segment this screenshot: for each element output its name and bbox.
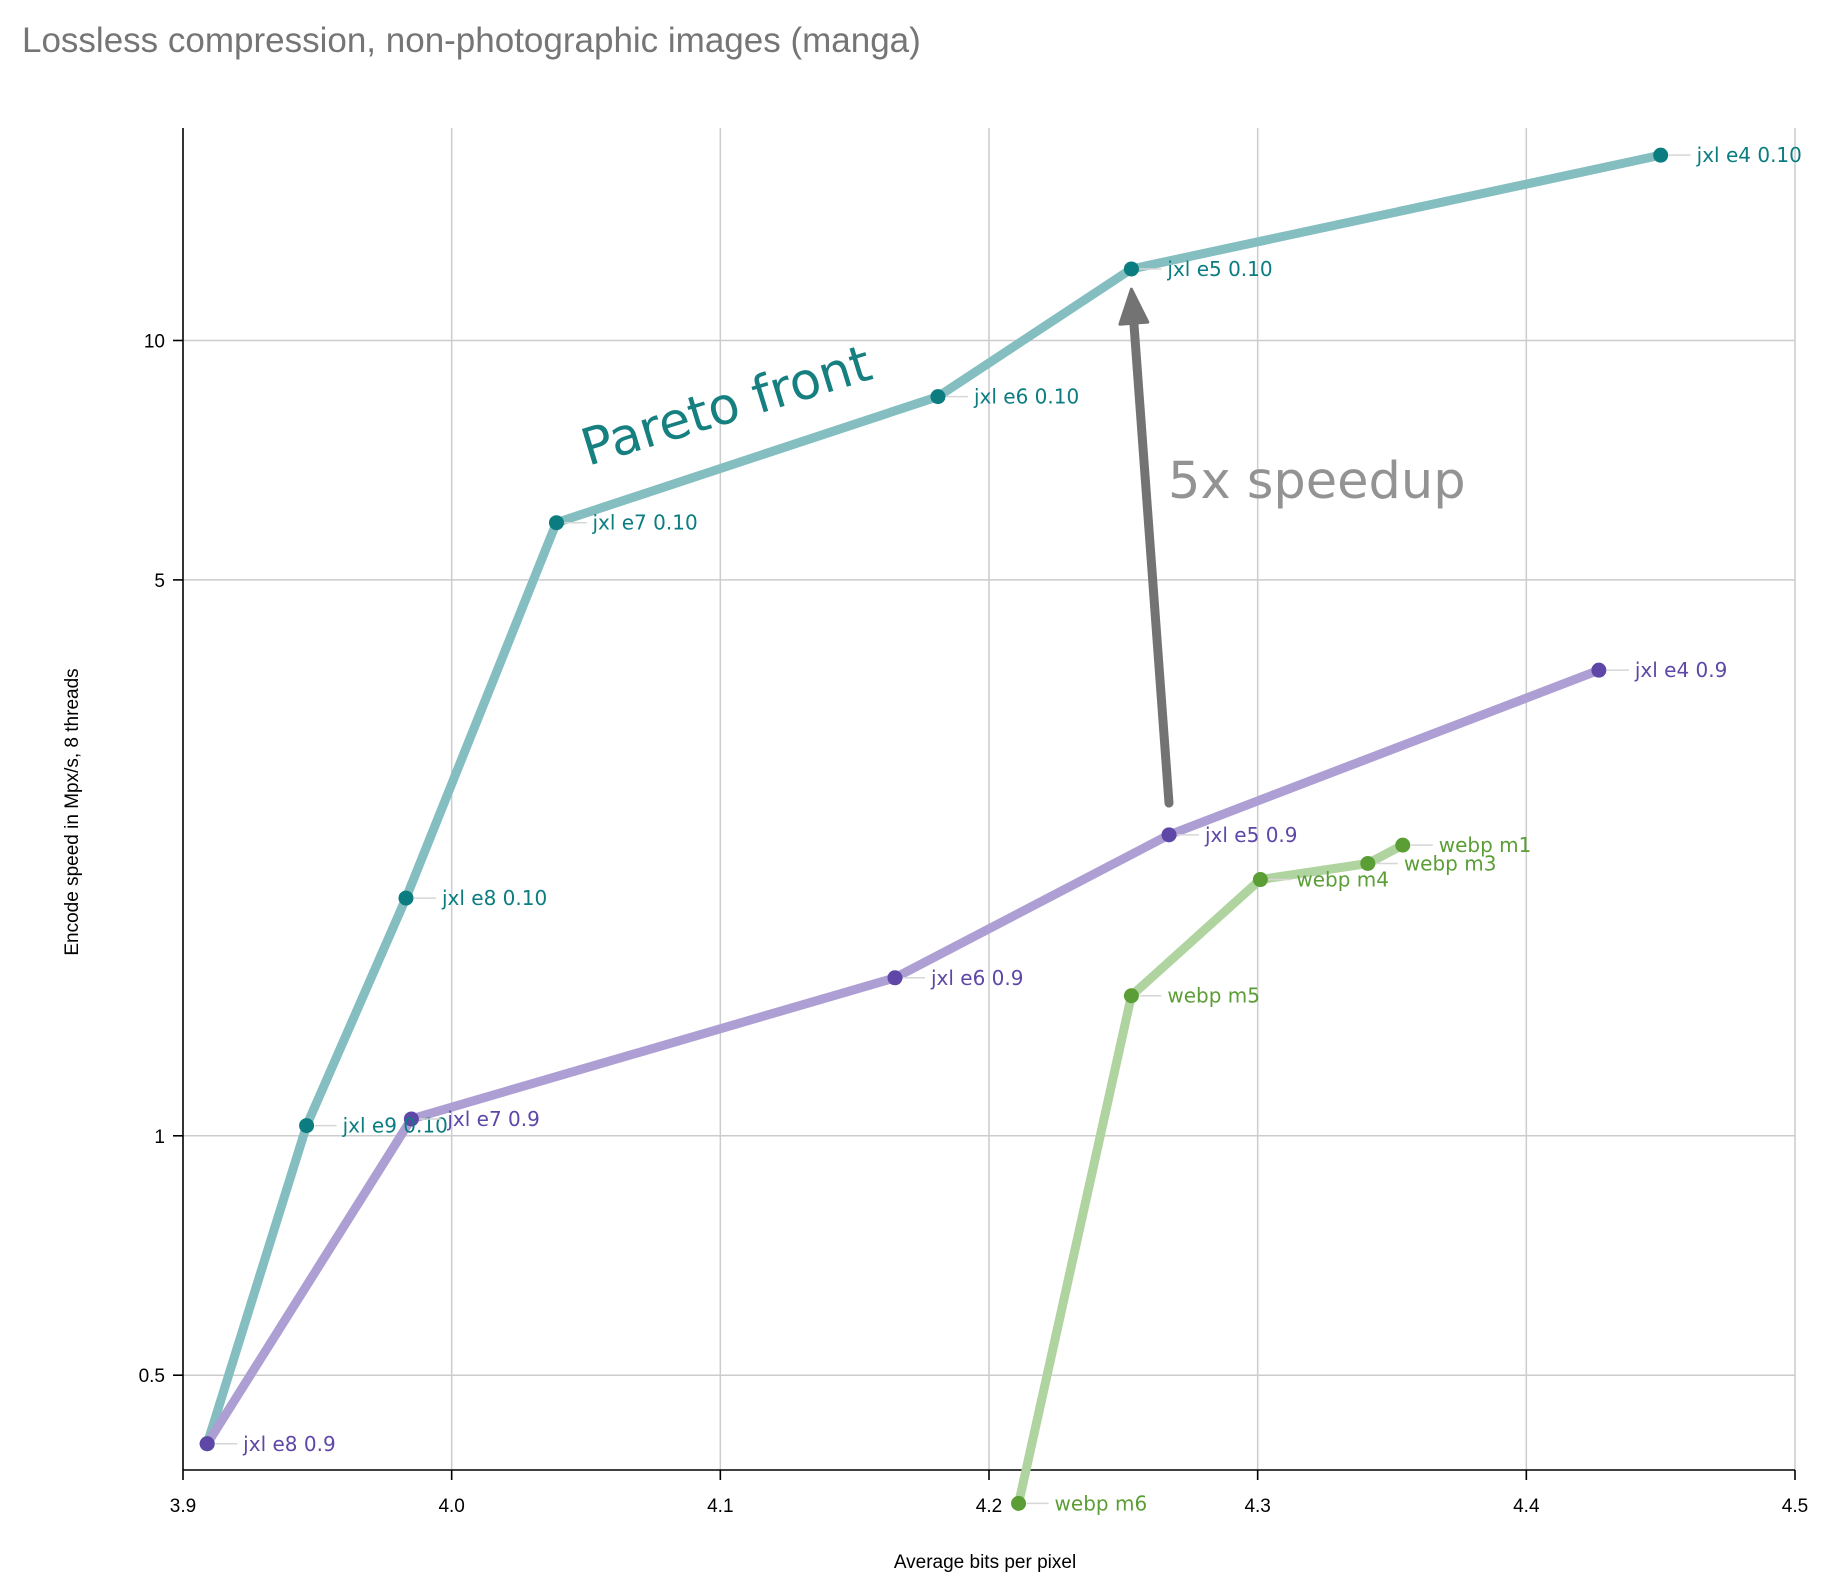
chart-title: Lossless compression, non-photographic i… [22, 21, 921, 60]
data-point [1252, 872, 1268, 888]
data-point [930, 389, 946, 405]
point-label: webp m4 [1296, 868, 1389, 892]
x-tick-label: 4.4 [1513, 1496, 1540, 1517]
data-point [403, 1111, 419, 1127]
x-tick-label: 4.1 [707, 1496, 733, 1517]
x-tick-label: 4.2 [976, 1496, 1002, 1517]
point-label: webp m1 [1439, 833, 1532, 857]
speedup-annotation: 5x speedup [1168, 452, 1466, 511]
speedup-arrow-group [1118, 287, 1174, 808]
y-tick-label: 1 [154, 1127, 165, 1148]
x-tick-label: 4.5 [1782, 1496, 1808, 1517]
pareto-front-annotation: Pareto front [575, 334, 879, 478]
x-tick-label: 3.9 [170, 1496, 196, 1517]
y-axis-title: Encode speed in Mpx/s, 8 threads [62, 668, 83, 955]
tick-labels: 3.9 4.0 4.1 4.2 4.3 4.4 4.5 0.5 1 5 10 [139, 331, 1809, 1517]
data-point [1395, 837, 1411, 853]
y-tick-label: 5 [154, 571, 165, 592]
point-label: jxl e4 0.10 [1696, 143, 1802, 167]
point-label: jxl e8 0.10 [441, 886, 547, 910]
point-label: jxl e7 0.10 [591, 511, 697, 535]
data-point [199, 1436, 215, 1452]
series-points [199, 147, 1669, 1511]
data-point [887, 970, 903, 986]
point-label: jxl e6 0.10 [973, 385, 1079, 409]
point-label: jxl e8 0.9 [242, 1432, 336, 1456]
series-line-2 [1014, 840, 1408, 1508]
data-point [1123, 988, 1139, 1004]
data-point [548, 515, 564, 531]
point-labels: jxl e9 0.10 jxl e8 0.10 jxl e7 0.10 jxl e6 … [215, 143, 1802, 1515]
point-label: jxl e4 0.9 [1634, 658, 1728, 682]
x-tick-label: 4.0 [438, 1496, 464, 1517]
point-label: jxl e5 0.10 [1166, 257, 1272, 281]
speedup-arrow [1129, 314, 1174, 808]
x-axis-title: Average bits per pixel [894, 1552, 1076, 1573]
data-point [1653, 147, 1669, 163]
grid [183, 128, 1796, 1470]
series-lines [202, 150, 1666, 1508]
series-line-0 [202, 150, 1666, 1449]
y-tick-label: 0.5 [139, 1366, 165, 1387]
data-point [299, 1118, 315, 1134]
y-tick-label: 10 [144, 331, 165, 352]
point-label: jxl e9 0.10 [342, 1114, 448, 1138]
data-point [1360, 855, 1376, 871]
data-point [398, 890, 414, 906]
speedup-arrow-head [1118, 287, 1150, 326]
data-point [1161, 827, 1177, 843]
series-line-1 [202, 665, 1604, 1449]
data-point [1123, 261, 1139, 277]
point-label: jxl e6 0.9 [930, 966, 1024, 990]
point-label: webp m6 [1055, 1491, 1148, 1515]
point-label: webp m5 [1167, 984, 1260, 1008]
point-label: jxl e7 0.9 [446, 1107, 540, 1131]
data-point [1011, 1495, 1027, 1511]
data-point [1591, 662, 1607, 678]
point-label: jxl e5 0.9 [1204, 823, 1298, 847]
point-label: webp m3 [1404, 851, 1497, 875]
axes [173, 128, 1796, 1480]
x-tick-label: 4.3 [1244, 1496, 1270, 1517]
